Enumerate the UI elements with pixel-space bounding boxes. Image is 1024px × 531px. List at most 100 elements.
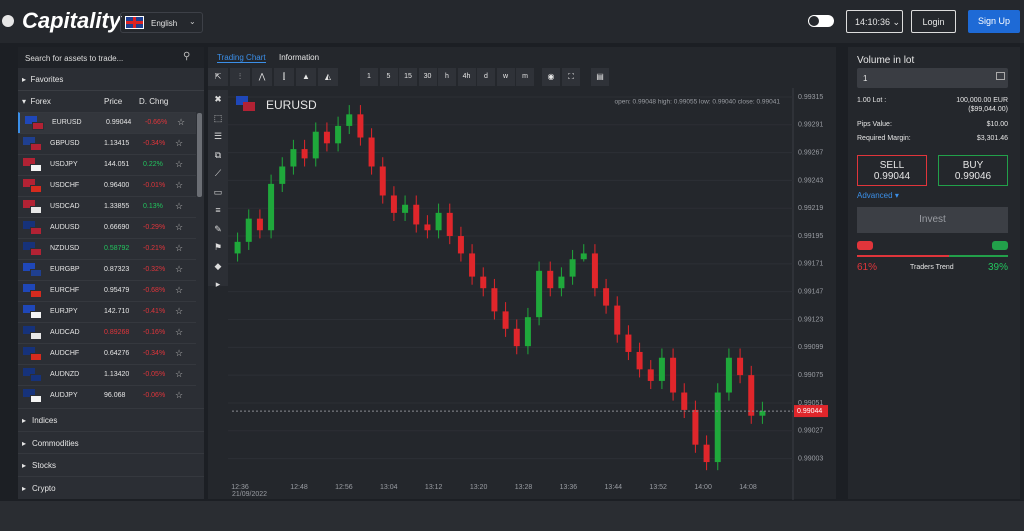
chart-style-button[interactable]: ⫶ (230, 68, 250, 86)
volume-input[interactable]: 1 (857, 68, 1008, 88)
candle-body (491, 288, 498, 312)
category-row[interactable]: ▸ Commodities (18, 430, 204, 453)
forex-toggle[interactable]: ▾ Forex (22, 97, 51, 106)
candle-body (234, 241, 241, 254)
category-row[interactable]: ▸ Stocks (18, 453, 204, 475)
favorites-toggle[interactable]: ▸ Favorites (22, 75, 64, 84)
tool-button[interactable]: ▤ (591, 68, 609, 86)
buy-price: 0.99046 (954, 171, 992, 182)
buy-button[interactable]: BUY 0.99046 (938, 155, 1008, 186)
flag-quote (30, 143, 42, 151)
interval-button[interactable]: m (516, 68, 534, 86)
asset-row[interactable]: USDJPY 144.051 0.22% ☆ (18, 154, 196, 175)
y-tick-label: 0.99219 (798, 205, 823, 212)
chart-tab[interactable]: Information (279, 53, 320, 62)
y-tick-label: 0.99291 (798, 122, 823, 129)
asset-row[interactable]: EURGBP 0.87323 -0.32% ☆ (18, 259, 196, 280)
asset-change: -0.05% (143, 371, 166, 378)
interval-button[interactable]: 5 (379, 68, 398, 86)
asset-row[interactable]: NZDUSD 0.58792 -0.21% ☆ (18, 238, 196, 259)
asset-change: -0.41% (143, 308, 166, 315)
favorite-star[interactable]: ☆ (175, 306, 184, 316)
theme-toggle[interactable] (808, 15, 834, 27)
tool-button[interactable]: ◉ (542, 68, 560, 86)
y-tick-label: 0.99003 (798, 455, 823, 462)
chart-style-button[interactable]: ⇱ (208, 68, 228, 86)
candle-body (569, 259, 576, 277)
candle-body (379, 166, 386, 196)
chart-style-button[interactable]: ▲ (296, 68, 316, 86)
asset-row[interactable]: EURUSD 0.99044 -0.66% ☆ (18, 112, 196, 133)
asset-row[interactable]: EURCHF 0.95479 -0.68% ☆ (18, 280, 196, 301)
logo[interactable]: Capitality (22, 8, 122, 33)
interval-button[interactable]: 30 (418, 68, 437, 86)
scrollbar[interactable] (197, 113, 202, 197)
favorite-star[interactable]: ☆ (175, 285, 184, 295)
chart-style-button[interactable]: ◭ (318, 68, 338, 86)
category-caret: ▸ (22, 461, 27, 470)
category-row[interactable]: ▸ Indices (18, 408, 204, 430)
favorite-star[interactable]: ☆ (175, 264, 184, 274)
chart-style-button[interactable]: ⋀ (252, 68, 272, 86)
interval-button[interactable]: w (496, 68, 515, 86)
category-row[interactable]: ▸ Crypto (18, 475, 204, 498)
search-box[interactable]: Search for assets to trade... ⚲ (18, 47, 204, 68)
chart-style-button[interactable]: ⫿ (274, 68, 294, 86)
favorite-star[interactable]: ☆ (175, 390, 184, 400)
asset-row[interactable]: USDCAD 1.33855 0.13% ☆ (18, 196, 196, 217)
dropdown-caret: ⌄ (189, 17, 196, 26)
interval-button[interactable]: d (477, 68, 495, 86)
asset-row[interactable]: AUDCAD 0.89268 -0.16% ☆ (18, 322, 196, 343)
sell-label: SELL (879, 160, 905, 171)
interval-button[interactable]: 1 (360, 68, 378, 86)
flag-base (23, 368, 35, 376)
tool-button[interactable]: ⛶ (562, 68, 580, 86)
candle-body (547, 270, 554, 289)
favorite-star[interactable]: ☆ (175, 180, 184, 190)
interval-button[interactable]: 4h (457, 68, 476, 86)
x-tick-label: 14:00 (694, 484, 712, 491)
flag-quote (30, 311, 42, 319)
favorite-star[interactable]: ☆ (175, 243, 184, 253)
asset-price: 0.58792 (104, 245, 130, 252)
asset-change: -0.34% (143, 140, 166, 147)
flag-quote (32, 122, 44, 130)
favorite-star[interactable]: ☆ (175, 201, 184, 211)
candle-body (536, 270, 543, 318)
login-button[interactable]: Login (911, 10, 956, 33)
asset-row[interactable]: AUDCHF 0.64276 -0.34% ☆ (18, 343, 196, 364)
advanced-label: Advanced (857, 191, 893, 200)
asset-row[interactable]: AUDJPY 96.068 -0.06% ☆ (18, 385, 196, 406)
favorite-star[interactable]: ☆ (175, 222, 184, 232)
asset-symbol: EURCHF (50, 287, 80, 294)
menu-button[interactable] (2, 15, 14, 27)
language-select[interactable]: English ⌄ (120, 12, 203, 33)
advanced-toggle[interactable]: Advanced ▾ (857, 191, 899, 200)
asset-row[interactable]: AUDUSD 0.66690 -0.29% ☆ (18, 217, 196, 238)
bottom-bar (0, 501, 1024, 531)
chart-tab[interactable]: Trading Chart (217, 53, 266, 63)
interval-button[interactable]: h (438, 68, 456, 86)
asset-row[interactable]: GBPUSD 1.13415 -0.34% ☆ (18, 133, 196, 154)
favorite-star[interactable]: ☆ (175, 369, 184, 379)
asset-row[interactable]: AUDNZD 1.13420 -0.05% ☆ (18, 364, 196, 385)
asset-change: -0.16% (143, 329, 166, 336)
favorite-star[interactable]: ☆ (175, 327, 184, 337)
signup-button[interactable]: Sign Up (968, 10, 1020, 33)
favorite-star[interactable]: ☆ (177, 117, 186, 127)
asset-row[interactable]: EURJPY 142.710 -0.41% ☆ (18, 301, 196, 322)
favorite-star[interactable]: ☆ (175, 348, 184, 358)
sell-button[interactable]: SELL 0.99044 (857, 155, 927, 186)
asset-row[interactable]: USDCHF 0.96400 -0.01% ☆ (18, 175, 196, 196)
y-tick-label: 0.99315 (798, 94, 823, 101)
calc-icon[interactable] (996, 72, 1005, 80)
interval-button[interactable]: 15 (399, 68, 417, 86)
invest-button[interactable]: Invest (857, 207, 1008, 233)
last-price-box (794, 405, 828, 418)
favorite-star[interactable]: ☆ (175, 159, 184, 169)
flag-base (23, 263, 35, 271)
favorite-star[interactable]: ☆ (175, 138, 184, 148)
clock[interactable]: 14:10:36 ⌄ (846, 10, 903, 33)
category-caret: ▸ (22, 416, 27, 425)
candle-body (513, 328, 520, 347)
